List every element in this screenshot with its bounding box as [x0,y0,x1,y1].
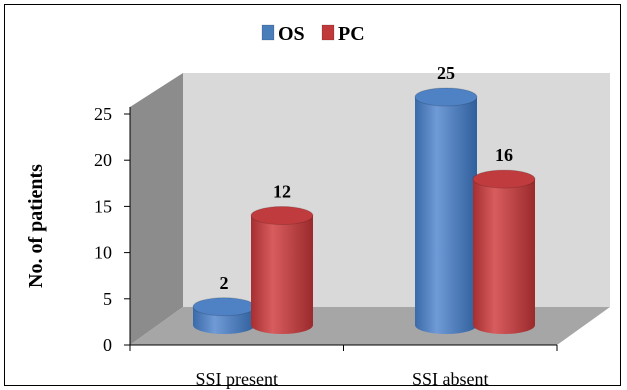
y-tick-label: 0 [103,335,112,355]
bar-pc-1 [472,169,536,334]
y-tick-label: 20 [94,150,112,170]
y-axis-title: No. of patients [25,164,47,288]
legend-label-os: OS [278,23,305,45]
bar-body [415,97,477,334]
bar-body [251,215,313,334]
data-label: 16 [495,145,513,165]
bar-body [473,179,535,334]
side-wall [130,73,183,345]
data-label: 25 [437,63,455,83]
bar-pc-0 [250,206,314,334]
legend-label-pc: PC [338,23,365,45]
bar-top [472,169,536,189]
y-tick-label: 10 [94,243,112,263]
legend-swatch-os [261,24,275,41]
bar-top [414,87,478,107]
legend-swatch-pc [321,24,335,41]
y-tick-label: 5 [103,289,112,309]
x-category-label: SSI present [196,369,279,389]
back-wall [183,73,610,307]
data-label: 2 [220,273,229,293]
bar-top [250,206,314,226]
y-tick-label: 15 [94,196,112,216]
bar-os-0 [192,297,256,334]
legend: OS PC [261,23,365,45]
x-category-label: SSI absent [412,369,489,389]
bar-os-1 [414,87,478,334]
y-tick-label: 25 [94,104,112,124]
bar-top [192,297,256,317]
data-label: 12 [273,182,291,202]
